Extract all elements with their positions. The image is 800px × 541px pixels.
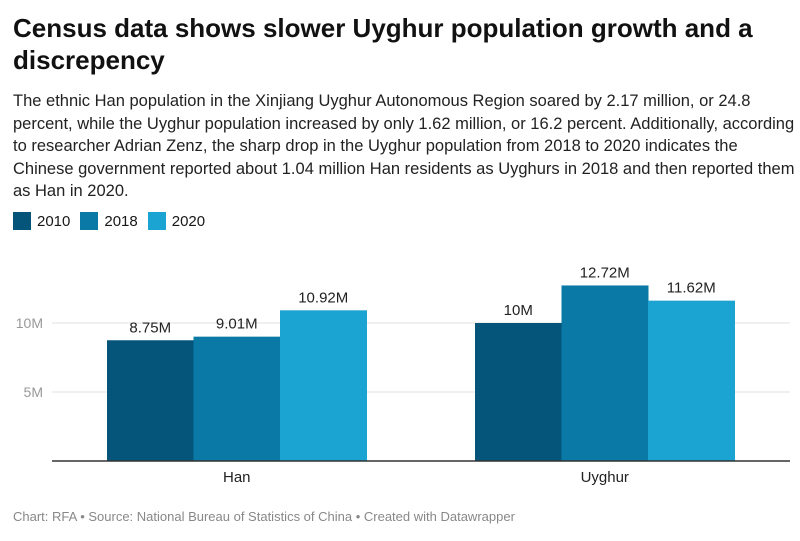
bar-uyghur-2010 [475,323,562,461]
x-tick-label: Uyghur [581,469,629,486]
legend-item-2020: 2020 [147,212,206,230]
legend-item-2010: 2010 [13,212,70,230]
data-label: 11.62M [667,280,716,297]
data-label: 10.92M [298,289,348,306]
data-label: 12.72M [580,264,630,281]
legend-label: 2020 [171,212,206,230]
chart-title: Census data shows slower Uyghur populati… [13,13,753,75]
legend-swatch [13,212,31,230]
bar-uyghur-2018 [561,285,649,461]
legend-swatch [80,212,99,230]
chart-footer: Chart: RFA • Source: National Bureau of … [13,509,515,524]
bar-han-2018 [193,336,281,461]
data-label: 8.75M [129,319,171,336]
bar-uyghur-2020 [648,300,735,461]
y-tick-label: 5M [24,384,43,400]
y-tick-label: 10M [16,315,43,331]
legend: 2010 2018 2020 [13,212,205,230]
bar-han-2020 [280,310,367,461]
data-label: 9.01M [216,316,258,333]
legend-label: 2010 [37,212,71,230]
x-tick-label: Han [223,469,251,486]
chart-description: The ethnic Han population in the Xinjian… [13,92,795,200]
legend-swatch [147,212,166,230]
bar-han-2010 [107,340,194,461]
legend-label: 2018 [104,212,138,230]
data-label: 10M [504,302,533,319]
legend-item-2018: 2018 [80,212,138,230]
